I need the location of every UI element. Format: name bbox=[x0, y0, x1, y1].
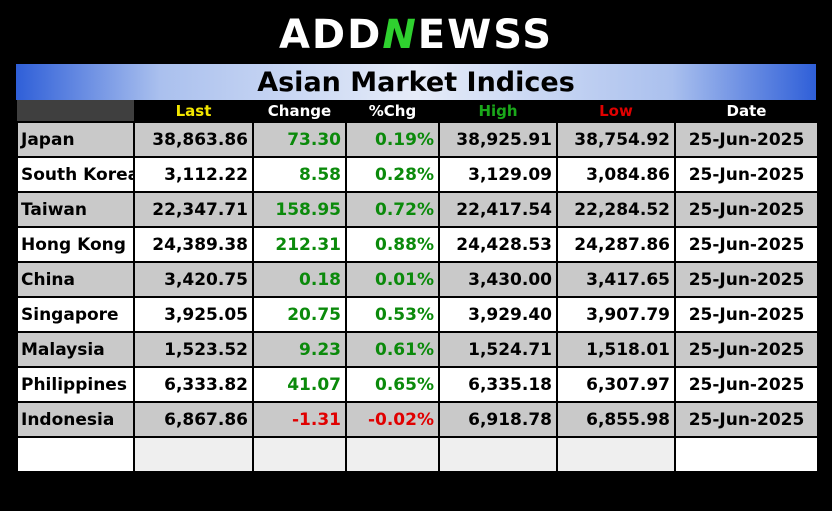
empty-cell bbox=[252, 436, 347, 473]
market-indices-table: Last Change %Chg High Low Date Japan 38,8… bbox=[16, 100, 819, 473]
brand-logo-text: ADD N EWSS bbox=[279, 15, 553, 55]
market-name-cell: Japan bbox=[16, 121, 135, 158]
last-value-cell: 6,333.82 bbox=[133, 366, 254, 403]
table-row: Indonesia 6,867.86 -1.31 -0.02% 6,918.78 6,85… bbox=[16, 401, 819, 438]
last-value-cell: 3,420.75 bbox=[133, 261, 254, 298]
last-value-cell: 6,867.86 bbox=[133, 401, 254, 438]
date-cell: 25-Jun-2025 bbox=[674, 296, 819, 333]
last-value-cell: 24,389.38 bbox=[133, 226, 254, 263]
empty-cell bbox=[345, 436, 440, 473]
change-value-cell: 8.58 bbox=[252, 156, 347, 193]
last-value-cell: 1,523.52 bbox=[133, 331, 254, 368]
change-value-cell: 0.18 bbox=[252, 261, 347, 298]
low-value-cell: 38,754.92 bbox=[556, 121, 676, 158]
empty-cell bbox=[133, 436, 254, 473]
high-value-cell: 6,335.18 bbox=[438, 366, 558, 403]
low-value-cell: 24,287.86 bbox=[556, 226, 676, 263]
empty-row bbox=[16, 436, 819, 473]
last-value-cell: 38,863.86 bbox=[133, 121, 254, 158]
pct-change-cell: 0.61% bbox=[345, 331, 440, 368]
change-value-cell: 9.23 bbox=[252, 331, 347, 368]
table-row: Singapore 3,925.05 20.75 0.53% 3,929.40 3,907… bbox=[16, 296, 819, 333]
low-value-cell: 3,084.86 bbox=[556, 156, 676, 193]
low-value-cell: 22,284.52 bbox=[556, 191, 676, 228]
header-change: Change bbox=[253, 100, 346, 122]
change-value-cell: 212.31 bbox=[252, 226, 347, 263]
table-row: Hong Kong 24,389.38 212.31 0.88% 24,428.53 24… bbox=[16, 226, 819, 263]
empty-cell bbox=[16, 436, 135, 473]
pct-change-cell: -0.02% bbox=[345, 401, 440, 438]
logo-part-n: N bbox=[382, 12, 418, 58]
empty-cell bbox=[556, 436, 676, 473]
header-low: Low bbox=[557, 100, 675, 122]
change-value-cell: 20.75 bbox=[252, 296, 347, 333]
change-value-cell: -1.31 bbox=[252, 401, 347, 438]
change-value-cell: 73.30 bbox=[252, 121, 347, 158]
header-high: High bbox=[439, 100, 557, 122]
date-cell: 25-Jun-2025 bbox=[674, 401, 819, 438]
change-value-cell: 41.07 bbox=[252, 366, 347, 403]
table-row: Japan 38,863.86 73.30 0.19% 38,925.91 38,754.… bbox=[16, 121, 819, 158]
high-value-cell: 1,524.71 bbox=[438, 331, 558, 368]
low-value-cell: 6,855.98 bbox=[556, 401, 676, 438]
last-value-cell: 3,925.05 bbox=[133, 296, 254, 333]
high-value-cell: 24,428.53 bbox=[438, 226, 558, 263]
page-title: Asian Market Indices bbox=[257, 66, 575, 98]
title-banner: Asian Market Indices bbox=[16, 64, 816, 100]
header-date: Date bbox=[675, 100, 818, 122]
pct-change-cell: 0.65% bbox=[345, 366, 440, 403]
low-value-cell: 3,417.65 bbox=[556, 261, 676, 298]
header-corner bbox=[17, 100, 134, 122]
date-cell: 25-Jun-2025 bbox=[674, 156, 819, 193]
pct-change-cell: 0.28% bbox=[345, 156, 440, 193]
high-value-cell: 22,417.54 bbox=[438, 191, 558, 228]
pct-change-cell: 0.01% bbox=[345, 261, 440, 298]
date-cell: 25-Jun-2025 bbox=[674, 261, 819, 298]
date-cell: 25-Jun-2025 bbox=[674, 226, 819, 263]
market-name-cell: Hong Kong bbox=[16, 226, 135, 263]
change-value-cell: 158.95 bbox=[252, 191, 347, 228]
pct-change-cell: 0.72% bbox=[345, 191, 440, 228]
pct-change-cell: 0.19% bbox=[345, 121, 440, 158]
market-name-cell: Philippines bbox=[16, 366, 135, 403]
high-value-cell: 6,918.78 bbox=[438, 401, 558, 438]
high-value-cell: 3,430.00 bbox=[438, 261, 558, 298]
market-name-cell: South Korea bbox=[16, 156, 135, 193]
logo-part-add: ADD bbox=[278, 12, 383, 58]
date-cell: 25-Jun-2025 bbox=[674, 331, 819, 368]
empty-cell bbox=[674, 436, 819, 473]
market-name-cell: Singapore bbox=[16, 296, 135, 333]
high-value-cell: 38,925.91 bbox=[438, 121, 558, 158]
last-value-cell: 22,347.71 bbox=[133, 191, 254, 228]
market-name-cell: Indonesia bbox=[16, 401, 135, 438]
table-row: China 3,420.75 0.18 0.01% 3,430.00 3,417.65 25… bbox=[16, 261, 819, 298]
market-name-cell: China bbox=[16, 261, 135, 298]
date-cell: 25-Jun-2025 bbox=[674, 366, 819, 403]
date-cell: 25-Jun-2025 bbox=[674, 121, 819, 158]
table-row: Malaysia 1,523.52 9.23 0.61% 1,524.71 1,518.0… bbox=[16, 331, 819, 368]
market-name-cell: Taiwan bbox=[16, 191, 135, 228]
low-value-cell: 1,518.01 bbox=[556, 331, 676, 368]
table-row: Philippines 6,333.82 41.07 0.65% 6,335.18 6,3… bbox=[16, 366, 819, 403]
table-row: Taiwan 22,347.71 158.95 0.72% 22,417.54 22,28… bbox=[16, 191, 819, 228]
header-last: Last bbox=[134, 100, 253, 122]
table-row: South Korea 3,112.22 8.58 0.28% 3,129.09 3,08… bbox=[16, 156, 819, 193]
low-value-cell: 6,307.97 bbox=[556, 366, 676, 403]
low-value-cell: 3,907.79 bbox=[556, 296, 676, 333]
last-value-cell: 3,112.22 bbox=[133, 156, 254, 193]
market-name-cell: Malaysia bbox=[16, 331, 135, 368]
brand-logo: ADD N EWSS bbox=[0, 10, 832, 60]
empty-cell bbox=[438, 436, 558, 473]
logo-part-ewss: EWSS bbox=[417, 12, 554, 58]
pct-change-cell: 0.88% bbox=[345, 226, 440, 263]
header-pct-change: %Chg bbox=[346, 100, 439, 122]
high-value-cell: 3,929.40 bbox=[438, 296, 558, 333]
header-row: Last Change %Chg High Low Date bbox=[17, 100, 818, 122]
high-value-cell: 3,129.09 bbox=[438, 156, 558, 193]
date-cell: 25-Jun-2025 bbox=[674, 191, 819, 228]
pct-change-cell: 0.53% bbox=[345, 296, 440, 333]
